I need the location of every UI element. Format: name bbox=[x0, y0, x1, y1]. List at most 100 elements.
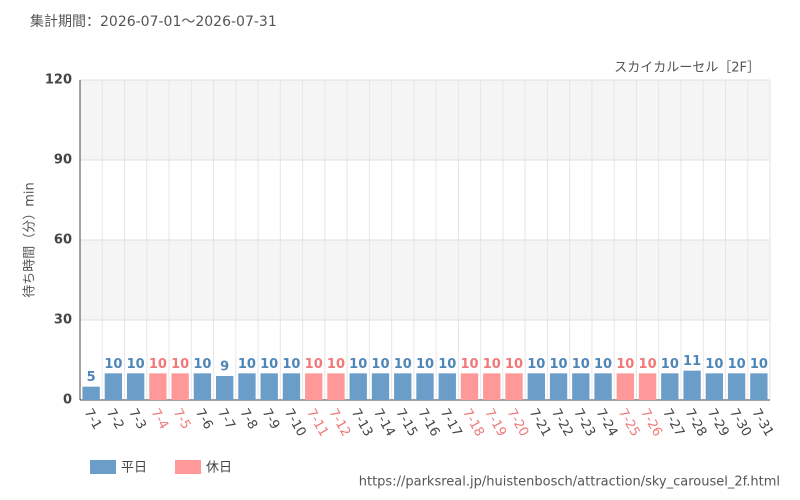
bar bbox=[572, 373, 590, 400]
x-tick-label: 7-17 bbox=[437, 406, 465, 439]
bar bbox=[638, 373, 657, 400]
grid-band bbox=[80, 240, 770, 320]
value-label: 10 bbox=[750, 357, 768, 372]
bar bbox=[705, 373, 724, 400]
value-label: 10 bbox=[371, 357, 389, 372]
legend-label: 休日 bbox=[206, 461, 232, 476]
value-label: 10 bbox=[460, 357, 478, 372]
x-tick-label: 7-10 bbox=[281, 406, 309, 439]
bar bbox=[215, 376, 234, 400]
bar bbox=[104, 373, 123, 400]
value-label: 10 bbox=[527, 357, 545, 372]
bar bbox=[394, 373, 412, 400]
value-label: 9 bbox=[220, 360, 229, 375]
bar bbox=[238, 373, 256, 400]
source-url: https://parksreal.jp/huistenbosch/attrac… bbox=[359, 475, 780, 490]
value-label: 10 bbox=[394, 357, 412, 372]
legend-swatch bbox=[175, 460, 201, 474]
bar bbox=[616, 373, 635, 400]
value-label: 11 bbox=[683, 354, 701, 369]
value-label: 10 bbox=[149, 357, 167, 372]
y-tick-label: 120 bbox=[45, 73, 72, 88]
x-tick-label: 7-20 bbox=[504, 406, 532, 439]
bar bbox=[483, 373, 501, 400]
x-tick-label: 7-4 bbox=[147, 406, 171, 432]
bar bbox=[171, 373, 189, 400]
x-tick-label: 7-7 bbox=[214, 406, 238, 432]
value-label: 10 bbox=[305, 357, 323, 372]
x-tick-label: 7-14 bbox=[370, 406, 398, 439]
bar bbox=[683, 370, 701, 400]
value-label: 10 bbox=[639, 357, 657, 372]
x-tick-label: 7-11 bbox=[303, 406, 331, 439]
value-label: 10 bbox=[438, 357, 456, 372]
value-label: 10 bbox=[260, 357, 278, 372]
value-label: 10 bbox=[505, 357, 523, 372]
x-tick-label: 7-2 bbox=[103, 406, 127, 432]
x-tick-label: 7-9 bbox=[259, 406, 283, 432]
value-label: 5 bbox=[87, 370, 96, 385]
bar bbox=[82, 386, 100, 400]
x-tick-label: 7-13 bbox=[348, 406, 376, 439]
x-tick-label: 7-31 bbox=[748, 406, 776, 439]
y-tick-label: 60 bbox=[54, 233, 72, 248]
value-label: 10 bbox=[416, 357, 434, 372]
x-tick-label: 7-28 bbox=[682, 406, 710, 439]
bar bbox=[327, 373, 345, 400]
value-label: 10 bbox=[616, 357, 634, 372]
value-label: 10 bbox=[661, 357, 679, 372]
bar bbox=[438, 373, 456, 400]
legend-swatch bbox=[90, 460, 116, 474]
bar bbox=[349, 373, 367, 400]
value-label: 10 bbox=[483, 357, 501, 372]
chart-subtitle: スカイカルーセル［2F］ bbox=[614, 61, 760, 76]
x-tick-label: 7-25 bbox=[615, 406, 643, 439]
x-tick-label: 7-29 bbox=[704, 406, 732, 439]
value-label: 10 bbox=[104, 357, 122, 372]
value-label: 10 bbox=[705, 357, 723, 372]
legend-label: 平日 bbox=[121, 461, 147, 476]
grid-band bbox=[80, 80, 770, 160]
bar bbox=[416, 373, 434, 400]
bar bbox=[750, 373, 768, 400]
bar bbox=[149, 373, 167, 400]
value-label: 10 bbox=[238, 357, 256, 372]
bar bbox=[661, 373, 679, 400]
value-label: 10 bbox=[550, 357, 568, 372]
bar bbox=[193, 373, 212, 400]
x-tick-label: 7-30 bbox=[726, 406, 754, 439]
x-tick-label: 7-23 bbox=[570, 406, 598, 439]
value-label: 10 bbox=[171, 357, 189, 372]
x-tick-label: 7-6 bbox=[192, 406, 216, 432]
x-tick-label: 7-16 bbox=[415, 406, 443, 439]
value-label: 10 bbox=[327, 357, 345, 372]
x-tick-label: 7-1 bbox=[81, 406, 105, 432]
y-axis-label: 待ち時間（分）min bbox=[23, 182, 38, 298]
value-label: 10 bbox=[193, 357, 211, 372]
x-tick-label: 7-26 bbox=[637, 406, 665, 439]
bar bbox=[282, 373, 301, 400]
x-tick-label: 7-3 bbox=[125, 406, 149, 432]
x-tick-label: 7-21 bbox=[526, 406, 554, 439]
bar bbox=[505, 373, 523, 400]
value-label: 10 bbox=[282, 357, 300, 372]
y-tick-label: 90 bbox=[54, 153, 72, 168]
x-tick-label: 7-18 bbox=[459, 406, 487, 439]
bar bbox=[549, 373, 568, 400]
bar bbox=[305, 373, 323, 400]
bar bbox=[527, 373, 545, 400]
x-tick-label: 7-8 bbox=[236, 406, 260, 432]
bar bbox=[460, 373, 479, 400]
bar bbox=[594, 373, 612, 400]
y-tick-label: 30 bbox=[54, 313, 72, 328]
y-tick-label: 0 bbox=[63, 393, 72, 408]
x-tick-label: 7-24 bbox=[593, 406, 621, 439]
bar bbox=[126, 373, 145, 400]
x-tick-label: 7-27 bbox=[659, 406, 687, 439]
bar bbox=[371, 373, 390, 400]
x-tick-label: 7-5 bbox=[170, 406, 194, 432]
value-label: 10 bbox=[728, 357, 746, 372]
x-tick-label: 7-19 bbox=[481, 406, 509, 439]
value-label: 10 bbox=[127, 357, 145, 372]
